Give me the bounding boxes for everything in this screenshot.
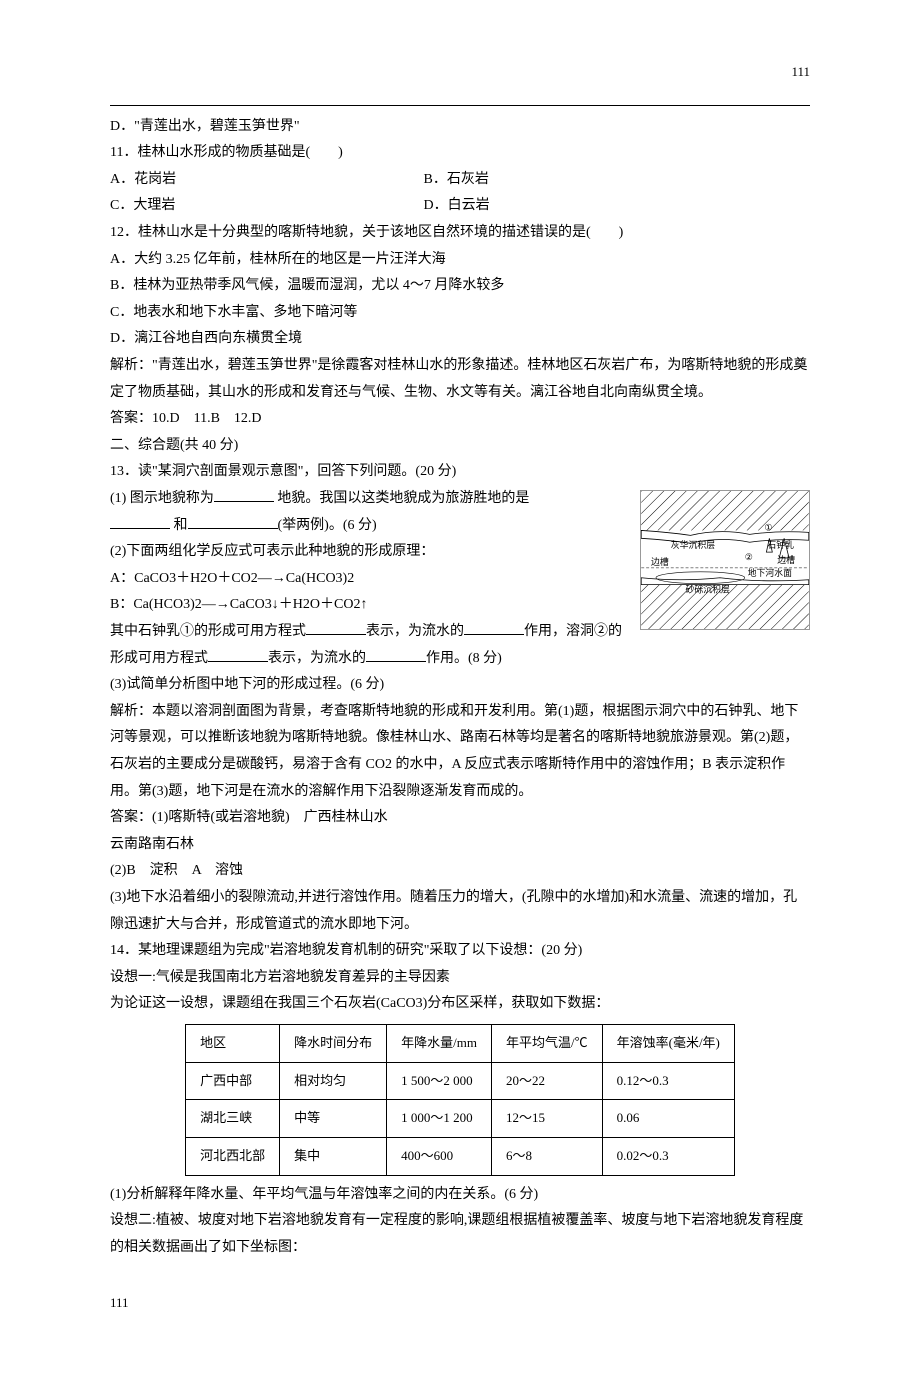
blank-6 <box>208 661 268 662</box>
hypothesis-2: 设想二:植被、坡度对地下岩溶地貌发育有一定程度的影响,课题组根据植被覆盖率、坡度… <box>110 1208 810 1261</box>
q13-1-text2: 地貌。我国以这类地貌成为旅游胜地的是 <box>274 491 530 506</box>
q11-options-row2: C．大理岩 D．白云岩 <box>110 193 810 220</box>
table-header-row: 地区 降水时间分布 年降水量/mm 年平均气温/℃ 年溶蚀率(毫米/年) <box>186 1024 735 1062</box>
header-rule <box>110 105 810 106</box>
blank-3 <box>188 528 278 529</box>
table-row: 湖北三峡 中等 1 000～1 200 12～15 0.06 <box>186 1100 735 1138</box>
cell: 中等 <box>280 1100 387 1138</box>
cell: 湖北三峡 <box>186 1100 280 1138</box>
data-table: 地区 降水时间分布 年降水量/mm 年平均气温/℃ 年溶蚀率(毫米/年) 广西中… <box>185 1024 735 1176</box>
q11-a: A．花岗岩 <box>110 167 420 194</box>
cell: 12～15 <box>491 1100 602 1138</box>
blank-5 <box>464 634 524 635</box>
cave-diagram: 灰华沉积层 ① 石钟乳 ② 边槽 边槽 地下河水面 砂砾沉积层 <box>640 490 810 630</box>
hypothesis-1: 设想一:气候是我国南北方岩溶地貌发育差异的主导因素 <box>110 965 810 992</box>
cell: 20～22 <box>491 1062 602 1100</box>
cell: 集中 <box>280 1137 387 1175</box>
table-row: 广西中部 相对均匀 1 500～2 000 20～22 0.12～0.3 <box>186 1062 735 1100</box>
q13-3: (3)试简单分析图中地下河的形成过程。(6 分) <box>110 672 810 699</box>
question-12: 12．桂林山水是十分典型的喀斯特地貌，关于该地区自然环境的描述错误的是( ) <box>110 220 810 247</box>
page-number-top: 111 <box>110 60 810 85</box>
answer-2b: 云南路南石林 <box>110 832 810 859</box>
label-biancao2: 边槽 <box>777 554 795 565</box>
q13-1-text4: (举两例)。(6 分) <box>278 518 377 533</box>
cell: 河北西北部 <box>186 1137 280 1175</box>
cell: 0.02～0.3 <box>602 1137 734 1175</box>
page-number-bottom: 111 <box>110 1291 810 1316</box>
question-14: 14．某地理课题组为完成"岩溶地貌发育机制的研究"采取了以下设想：(20 分) <box>110 938 810 965</box>
label-biancao: 边槽 <box>651 556 669 567</box>
th-region: 地区 <box>186 1024 280 1062</box>
q11-c: C．大理岩 <box>110 193 420 220</box>
q12-c: C．地表水和地下水丰富、多地下暗河等 <box>110 300 810 327</box>
q13-2b-t2: 表示，为流水的 <box>366 624 464 639</box>
q13-2b-t1: 其中石钟乳①的形成可用方程式 <box>110 624 306 639</box>
prove-text: 为论证这一设想，课题组在我国三个石灰岩(CaCO3)分布区采样，获取如下数据： <box>110 991 810 1018</box>
label-circle1: ① <box>764 522 772 532</box>
question-13: 13．读"某洞穴剖面景观示意图"，回答下列问题。(20 分) <box>110 459 810 486</box>
label-zhongru: 石钟乳 <box>767 539 794 550</box>
blank-2 <box>110 528 170 529</box>
blank-7 <box>366 661 426 662</box>
analysis-1: 解析："青莲出水，碧莲玉笋世界"是徐霞客对桂林山水的形象描述。桂林地区石灰岩广布… <box>110 353 810 406</box>
label-river: 地下河水面 <box>748 567 792 578</box>
q11-d: D．白云岩 <box>424 198 490 213</box>
cell: 6～8 <box>491 1137 602 1175</box>
cell: 相对均匀 <box>280 1062 387 1100</box>
q11-b: B．石灰岩 <box>424 172 489 187</box>
question-11: 11．桂林山水形成的物质基础是( ) <box>110 140 810 167</box>
cell: 0.12～0.3 <box>602 1062 734 1100</box>
option-d: D．"青莲出水，碧莲玉笋世界" <box>110 114 810 141</box>
th-rain-amt: 年降水量/mm <box>387 1024 492 1062</box>
cell: 400～600 <box>387 1137 492 1175</box>
q13-1-text3: 和 <box>170 518 188 533</box>
analysis-2: 解析：本题以溶洞剖面图为背景，考查喀斯特地貌的形成和开发利用。第(1)题，根据图… <box>110 699 810 805</box>
th-rain-dist: 降水时间分布 <box>280 1024 387 1062</box>
q12-b: B．桂林为亚热带季风气候，温暖而湿润，尤以 4～7 月降水较多 <box>110 273 810 300</box>
table-row: 河北西北部 集中 400～600 6～8 0.02～0.3 <box>186 1137 735 1175</box>
label-circle2: ② <box>745 552 753 562</box>
cell: 0.06 <box>602 1100 734 1138</box>
th-rate: 年溶蚀率(毫米/年) <box>602 1024 734 1062</box>
blank-4 <box>306 634 366 635</box>
answer-2c: (2)B 淀积 A 溶蚀 <box>110 858 810 885</box>
section-2: 二、综合题(共 40 分) <box>110 433 810 460</box>
q11-options-row1: A．花岗岩 B．石灰岩 <box>110 167 810 194</box>
document-body: D．"青莲出水，碧莲玉笋世界" 11．桂林山水形成的物质基础是( ) A．花岗岩… <box>110 114 810 1262</box>
answer-2a: 答案：(1)喀斯特(或岩溶地貌) 广西桂林山水 <box>110 805 810 832</box>
answer-1: 答案：10.D 11.B 12.D <box>110 406 810 433</box>
th-temp: 年平均气温/℃ <box>491 1024 602 1062</box>
cell: 1 000～1 200 <box>387 1100 492 1138</box>
answer-2d: (3)地下水沿着细小的裂隙流动,并进行溶蚀作用。随着压力的增大，(孔隙中的水增加… <box>110 885 810 938</box>
label-huahua: 灰华沉积层 <box>671 539 715 550</box>
q13-2b-t4: 表示，为流水的 <box>268 651 366 666</box>
cell: 1 500～2 000 <box>387 1062 492 1100</box>
blank-1 <box>214 501 274 502</box>
q12-a: A．大约 3.25 亿年前，桂林所在的地区是一片汪洋大海 <box>110 247 810 274</box>
q13-1-text1: (1) 图示地貌称为 <box>110 491 214 506</box>
q14-1: (1)分析解释年降水量、年平均气温与年溶蚀率之间的内在关系。(6 分) <box>110 1182 810 1209</box>
cell: 广西中部 <box>186 1062 280 1100</box>
q13-2b-t5: 作用。(8 分) <box>426 651 502 666</box>
label-shali: 砂砾沉积层 <box>686 584 730 595</box>
q12-d: D．漓江谷地自西向东横贯全境 <box>110 326 810 353</box>
